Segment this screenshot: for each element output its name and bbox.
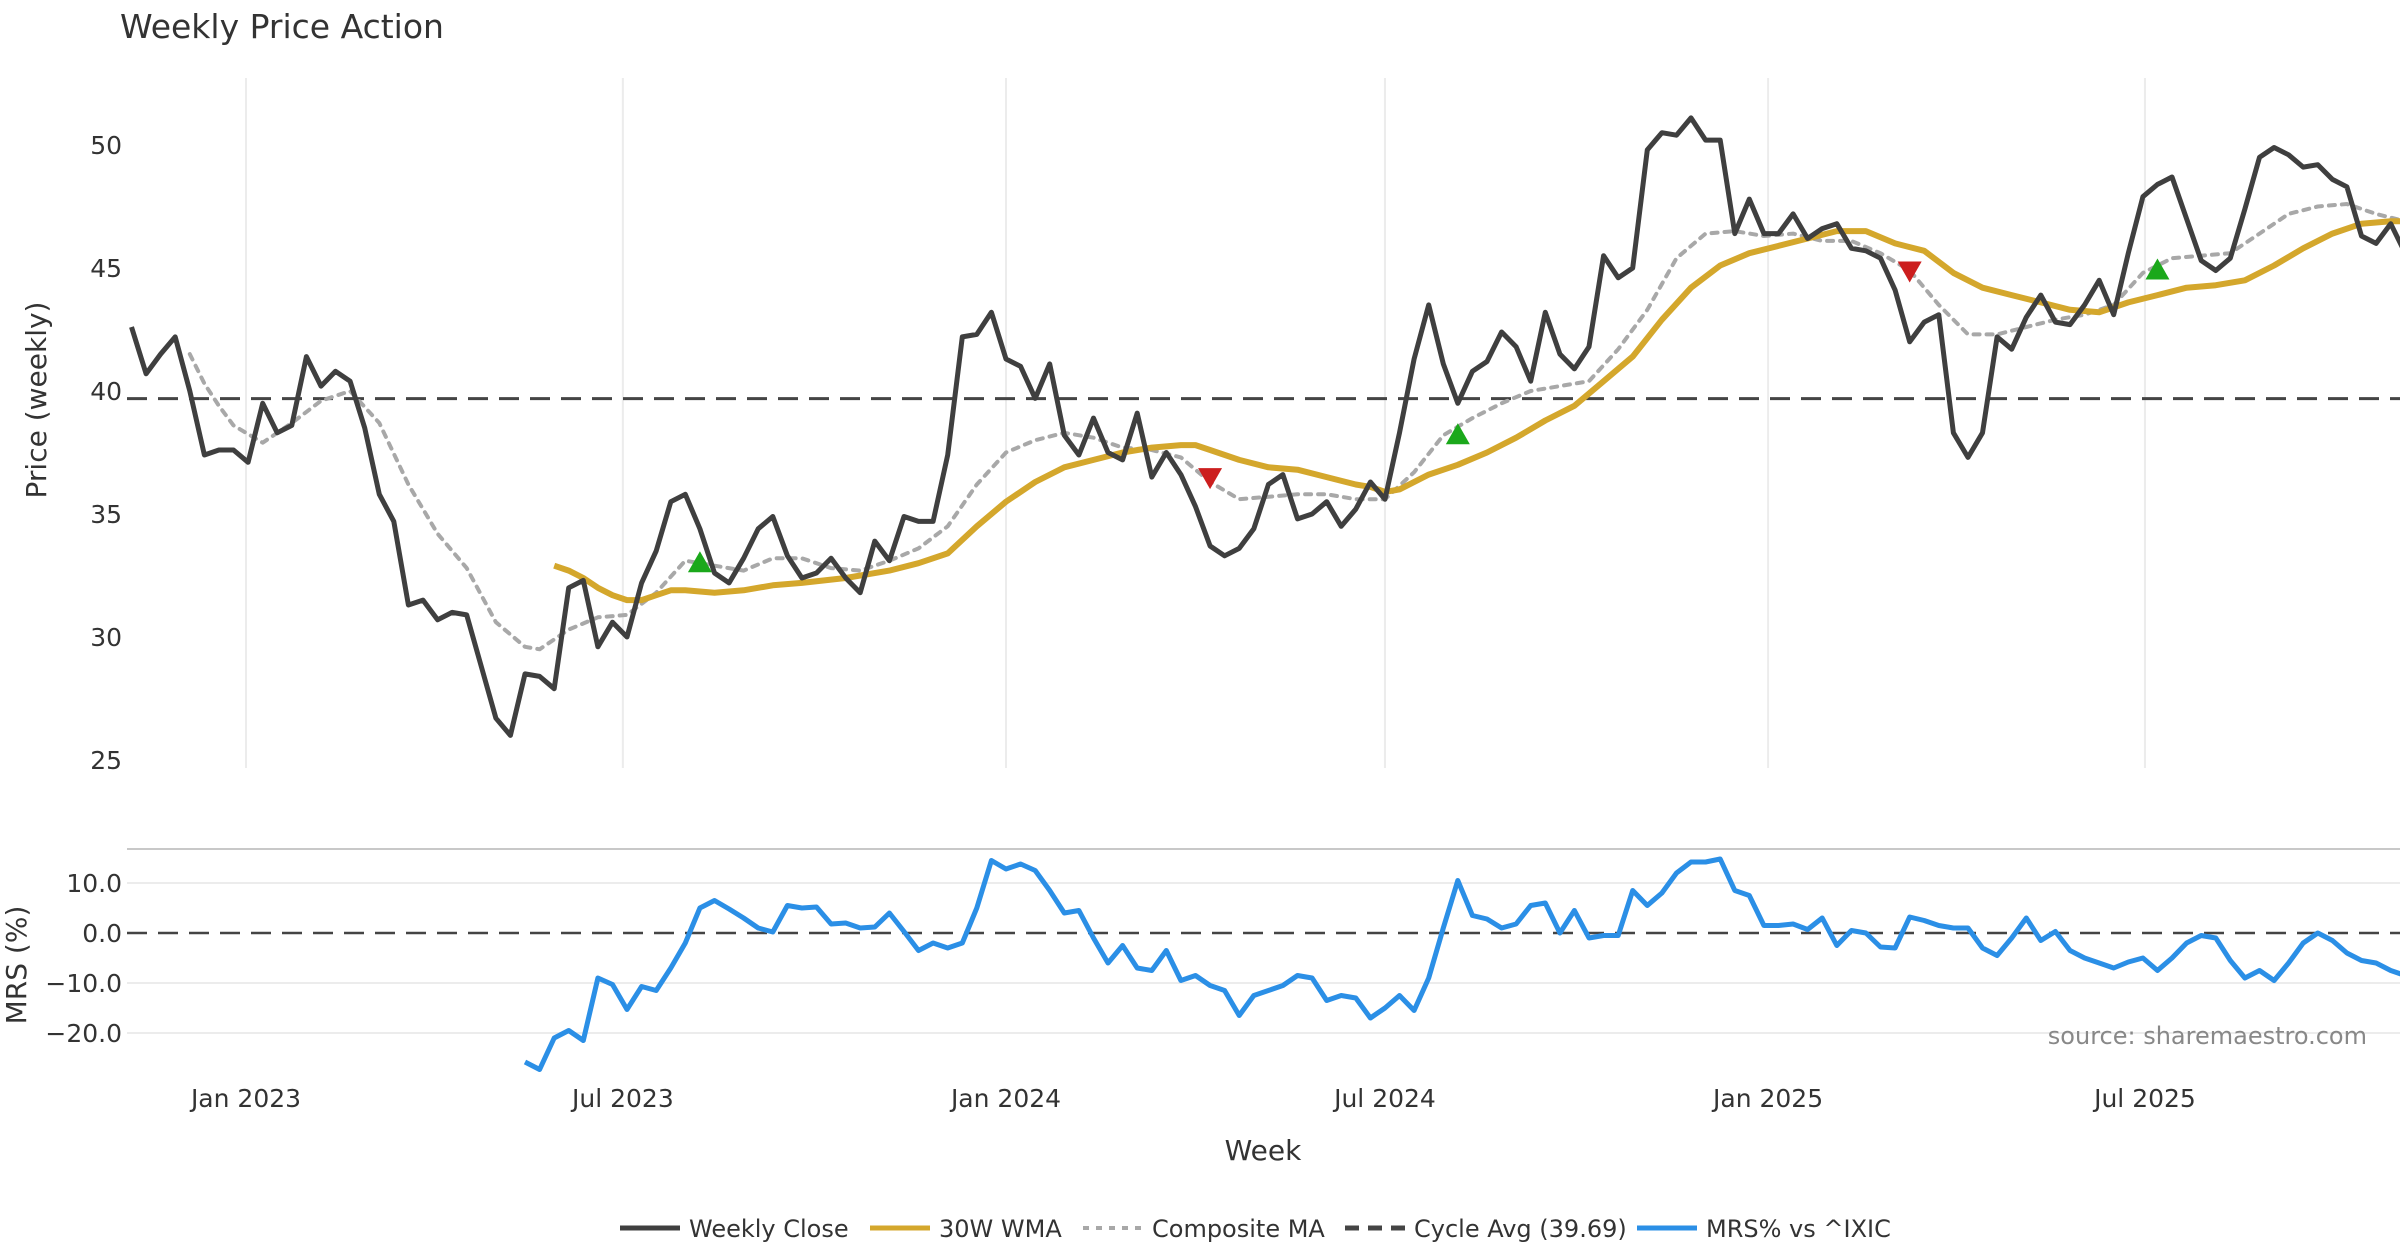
- x-ticks: Jan 2023 Jul 2023 Jan 2024 Jul 2024 Jan 2025…: [189, 1084, 2196, 1113]
- bottom-y-axis-label: MRS (%): [0, 906, 33, 1025]
- top-y-ticks: 25 30 35 40 45 50: [90, 131, 122, 775]
- legend-label-mrs-vs-ixic: MRS% vs ^IXIC: [1706, 1215, 1891, 1243]
- x-tick-jan-2025: Jan 2025: [1711, 1084, 1823, 1113]
- y-tick-25: 25: [90, 746, 122, 775]
- signal-markers: [687, 258, 2170, 573]
- series-weekly-close: [129, 115, 2400, 738]
- mrs-y-tick-2: −10.0: [45, 969, 122, 998]
- mrs-y-tick-3: −20.0: [45, 1019, 122, 1048]
- top-vertical-grid: [245, 78, 2146, 768]
- x-tick-jul-2023: Jul 2023: [570, 1084, 674, 1113]
- buy-signal-marker-1: [687, 551, 712, 573]
- x-tick-jul-2024: Jul 2024: [1332, 1084, 1436, 1113]
- series-composite-ma: [187, 202, 2400, 652]
- bottom-series: [523, 856, 2400, 1072]
- y-tick-45: 45: [90, 254, 122, 283]
- sell-signal-marker-4: [1897, 261, 1922, 283]
- sell-signal-marker-2: [1198, 468, 1223, 490]
- bottom-y-ticks: 10.0 0.0 −10.0 −20.0: [45, 869, 122, 1048]
- x-tick-jan-2023: Jan 2023: [189, 1084, 301, 1113]
- legend-label-weekly-close: Weekly Close: [689, 1215, 849, 1243]
- legend-label-cycle-avg-39-69: Cycle Avg (39.69): [1414, 1215, 1627, 1243]
- bottom-horizontal-grid: [127, 882, 2400, 1034]
- mrs-y-tick-0: 10.0: [66, 869, 122, 898]
- y-tick-30: 30: [90, 623, 122, 652]
- x-tick-jan-2024: Jan 2024: [949, 1084, 1061, 1113]
- top-y-axis-label: Price (weekly): [20, 302, 53, 499]
- series-mrs-vs-ixic: [523, 856, 2400, 1072]
- legend-label-composite-ma: Composite MA: [1152, 1215, 1325, 1243]
- legend: Weekly Close 30W WMA Composite MA Cycle Avg…: [620, 1215, 1891, 1243]
- source-annotation: source: sharemaestro.com: [2048, 1022, 2367, 1050]
- x-tick-jul-2025: Jul 2025: [2092, 1084, 2196, 1113]
- top-series: [129, 115, 2400, 738]
- mrs-y-tick-1: 0.0: [82, 919, 122, 948]
- y-tick-35: 35: [90, 500, 122, 529]
- buy-signal-marker-3: [1445, 423, 1470, 445]
- x-axis-label: Week: [1225, 1134, 1302, 1167]
- chart-title: Weekly Price Action: [120, 7, 444, 46]
- y-tick-40: 40: [90, 377, 122, 406]
- y-tick-50: 50: [90, 131, 122, 160]
- legend-label-30w-wma: 30W WMA: [939, 1215, 1062, 1243]
- buy-signal-marker-5: [2145, 258, 2170, 280]
